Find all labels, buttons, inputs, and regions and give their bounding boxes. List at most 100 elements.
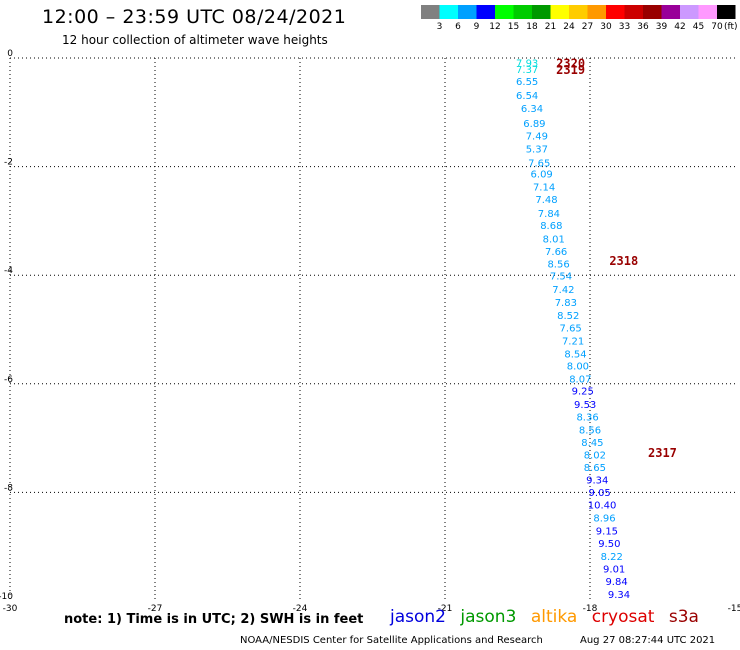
data-point: 6.54	[516, 91, 538, 102]
data-point: 7.54	[550, 272, 572, 283]
data-point: 7.65	[560, 323, 582, 334]
color-scale-label: 36	[637, 22, 649, 32]
data-point: 9.25	[572, 386, 594, 397]
data-point: 8.68	[540, 221, 562, 232]
y-tick-label: -2	[4, 158, 13, 168]
color-swatch	[680, 5, 699, 19]
y-tick-label: -6	[4, 375, 13, 385]
satellite-legend: jason2 jason3 altika cryosat s3a	[390, 607, 708, 627]
data-point: 8.36	[576, 412, 598, 423]
data-point: 5.37	[526, 145, 548, 156]
x-tick-label: -27	[148, 604, 163, 614]
data-point: 6.89	[523, 119, 545, 130]
data-point: 6.55	[516, 77, 538, 88]
data-point: 9.50	[598, 539, 620, 550]
y-tick-label: -8	[4, 483, 13, 493]
color-swatch	[606, 5, 625, 19]
data-point: 9.84	[605, 577, 627, 588]
data-point: 8.56	[547, 259, 569, 270]
color-scale-label: 45	[693, 22, 704, 32]
color-scale-label: 33	[619, 22, 630, 32]
time-label: 2317	[648, 446, 677, 460]
color-scale-label: 24	[563, 22, 575, 32]
color-scale-label: 9	[474, 22, 480, 32]
data-point: 8.02	[584, 450, 606, 461]
data-point: 8.96	[593, 513, 615, 524]
credit-text: NOAA/NESDIS Center for Satellite Applica…	[240, 635, 543, 646]
color-scale-label: 30	[600, 22, 612, 32]
color-swatch	[532, 5, 551, 19]
data-point: 7.65	[528, 158, 550, 169]
color-swatch	[513, 5, 532, 19]
data-point: 7.42	[552, 285, 574, 296]
data-point: 7.49	[526, 132, 548, 143]
y-tick-label: 0	[7, 49, 13, 59]
color-scale-label: 12	[489, 22, 500, 32]
legend-s3a: s3a	[668, 607, 699, 627]
x-tick-label: -21	[438, 604, 453, 614]
color-scale-label: 27	[582, 22, 593, 32]
color-swatch	[587, 5, 606, 19]
data-point: 8.00	[567, 361, 589, 372]
data-point: 7.21	[562, 336, 584, 347]
x-tick-label: -15	[728, 604, 740, 614]
data-point: 8.22	[601, 552, 623, 563]
data-point: 7.48	[535, 195, 557, 206]
color-scale-label: 42	[674, 22, 685, 32]
data-point: 7.93	[516, 58, 538, 69]
data-point: 9.15	[596, 526, 618, 537]
data-point: 9.53	[574, 400, 596, 411]
color-scale-unit: (ft)	[724, 22, 738, 32]
data-point: 7.66	[545, 247, 567, 258]
color-swatch	[717, 5, 736, 19]
footnote: note: 1) Time is in UTC; 2) SWH is in fe…	[64, 612, 364, 627]
page-title: 12:00 – 23:59 UTC 08/24/2021	[42, 6, 347, 28]
data-point: 8.54	[564, 349, 586, 360]
data-point: 7.84	[538, 209, 560, 220]
color-scale-label: 21	[545, 22, 556, 32]
data-point: 8.01	[543, 234, 565, 245]
color-swatch	[458, 5, 477, 19]
time-label: 2318	[609, 254, 638, 268]
color-swatch	[550, 5, 569, 19]
y-tick-label: -10	[0, 592, 13, 602]
data-point: 8.45	[581, 438, 603, 449]
data-point: 6.09	[531, 170, 553, 181]
data-point: 6.34	[521, 104, 543, 115]
data-point: 8.65	[584, 463, 606, 474]
color-swatch	[421, 5, 440, 19]
data-point: 7.83	[555, 298, 577, 309]
color-scale-label: 70	[711, 22, 723, 32]
color-swatch	[495, 5, 514, 19]
x-tick-label: -24	[293, 604, 308, 614]
x-tick-label: -18	[583, 604, 598, 614]
color-swatch	[439, 5, 458, 19]
time-label: 2319	[556, 63, 585, 77]
color-scale-label: 39	[656, 22, 668, 32]
data-point: 10.40	[588, 500, 617, 511]
page-subtitle: 12 hour collection of altimeter wave hei…	[62, 33, 328, 47]
timestamp-text: Aug 27 08:27:44 UTC 2021	[580, 635, 716, 646]
color-swatch	[661, 5, 680, 19]
data-point: 8.07	[569, 374, 591, 385]
data-point: 8.52	[557, 311, 579, 322]
color-swatch	[569, 5, 588, 19]
data-point: 8.56	[579, 425, 601, 436]
y-tick-label: -4	[4, 266, 13, 276]
color-scale-label: 3	[437, 22, 443, 32]
time-label: 2320	[556, 56, 585, 70]
color-scale-label: 6	[455, 22, 461, 32]
data-point: 7.14	[533, 183, 555, 194]
color-scale-label: 15	[508, 22, 519, 32]
color-swatch	[624, 5, 643, 19]
legend-cryosat: cryosat	[591, 607, 655, 627]
data-point: 9.01	[603, 564, 625, 575]
legend-jason2: jason2	[390, 607, 446, 627]
color-swatch	[698, 5, 717, 19]
legend-jason3: jason3	[460, 607, 517, 627]
legend-altika: altika	[530, 607, 578, 627]
color-swatch	[643, 5, 662, 19]
color-scale-legend: 3 6 9 12 15 18 21 24 27 30 33 36 39 42 45 70 (ft)	[421, 5, 738, 32]
x-tick-label: -30	[3, 604, 18, 614]
